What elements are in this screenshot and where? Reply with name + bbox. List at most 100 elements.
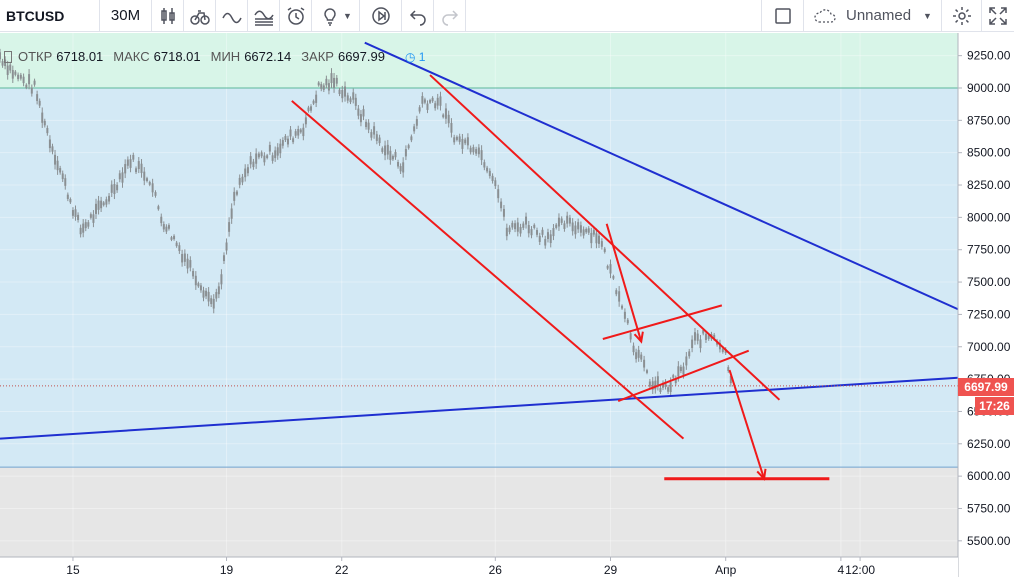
candle-body [299,129,302,133]
candle-body [656,376,659,386]
price-tick-label-7: 7500.00 [967,275,1011,289]
candle-body [289,129,292,137]
candle-body [472,147,475,153]
candle-body [241,176,244,183]
candle-body [643,359,646,368]
templates-button[interactable] [248,0,280,32]
candle-body [669,382,672,392]
redo-button[interactable] [434,0,466,32]
square-icon [774,7,791,24]
bike-icon [189,9,210,25]
alert-indicator[interactable]: ◷ 1 [404,49,426,64]
time-tick-label-2: 22 [335,563,349,577]
chart-area[interactable]: 9250.00 9000.00 8750.00 8500.00 8250.00 8000.… [0,33,1014,577]
symbol-label: BTCUSD [6,7,65,24]
candle-body [590,232,593,244]
candle-body [600,241,603,247]
close-value: 6697.99 [337,49,385,64]
candle-body [500,201,503,209]
candle-body [439,96,442,106]
candle-body [659,388,662,392]
candle-body [718,342,721,350]
candle-body [349,98,352,103]
candle-body [310,106,313,111]
compare-button[interactable] [184,0,216,32]
candle-body [603,248,606,252]
candle-body [721,348,724,352]
fullscreen-button[interactable] [982,0,1014,32]
candle-body [615,290,618,295]
candle-body [110,184,113,193]
legend-symbol-icon [4,50,12,63]
price-chart[interactable]: 9250.00 9000.00 8750.00 8500.00 8250.00 8000.… [0,33,1014,577]
candle-body [199,285,202,291]
price-tick-label-6: 7750.00 [967,243,1011,257]
candle-body [429,100,432,103]
chart-style-button[interactable] [152,0,184,32]
indicators-button[interactable] [216,0,248,32]
candle-body [143,171,146,181]
candle-body [555,224,558,228]
candle-body [447,114,450,124]
time-axis-bg [0,557,958,577]
layout-menu-button[interactable]: Unnamed ▼ [804,0,942,32]
candle-body [488,170,491,176]
candle-body [418,107,421,112]
price-tick-label-14: 5750.00 [967,501,1011,515]
candle-body [394,151,397,158]
candle-body [664,381,667,387]
candle-body [606,265,609,269]
candle-body [691,339,694,348]
interval-button[interactable]: 30M [100,0,152,32]
candle-body [140,163,143,174]
candle-body [22,76,25,84]
candle-body [514,223,517,230]
ideas-button[interactable]: ▼ [312,0,360,32]
candle-body [623,311,626,319]
trend-line-3 [429,74,781,401]
candle-body [541,229,544,235]
price-tick-label-12: 6250.00 [967,437,1011,451]
candle-body [702,330,705,334]
candles-group [0,48,732,397]
candle-body [74,209,77,217]
trend-line-5 [617,349,750,403]
candle-body [654,380,657,390]
redo-icon [441,9,458,26]
candle-body [225,242,228,251]
candle-body [693,332,696,341]
candle-body [207,291,210,302]
time-tick-label-1: 19 [220,563,234,577]
symbol-search-button[interactable]: BTCUSD [0,0,100,32]
layout-name-label: Unnamed [846,7,912,24]
alert-button[interactable] [280,0,312,32]
price-axis-bg [958,33,1014,577]
undo-button[interactable] [402,0,434,32]
candle-body [167,225,170,229]
candle-body [464,139,467,144]
candle-body [527,225,530,234]
candle-body [483,162,486,168]
high-value: 6718.01 [153,49,201,64]
replay-button[interactable] [360,0,402,32]
candle-body [373,126,376,135]
candle-body [263,155,266,163]
candle-body [4,59,7,67]
arrow-line-1 [728,369,766,480]
candle-body [260,152,263,157]
candle-body [257,153,260,158]
settings-button[interactable] [942,0,982,32]
trend-line-2 [291,100,685,440]
candle-body [268,144,271,152]
candle-body [284,136,287,141]
candle-body [357,108,360,116]
candle-body [434,103,437,109]
zone-2 [0,467,958,557]
zone-0 [0,33,958,88]
candle-body [255,153,258,164]
candle-body [344,86,347,97]
candle-body [415,119,418,126]
candle-body [365,121,368,128]
cloud-icon [814,8,836,23]
fullscreen-toggle-button[interactable] [762,0,804,32]
